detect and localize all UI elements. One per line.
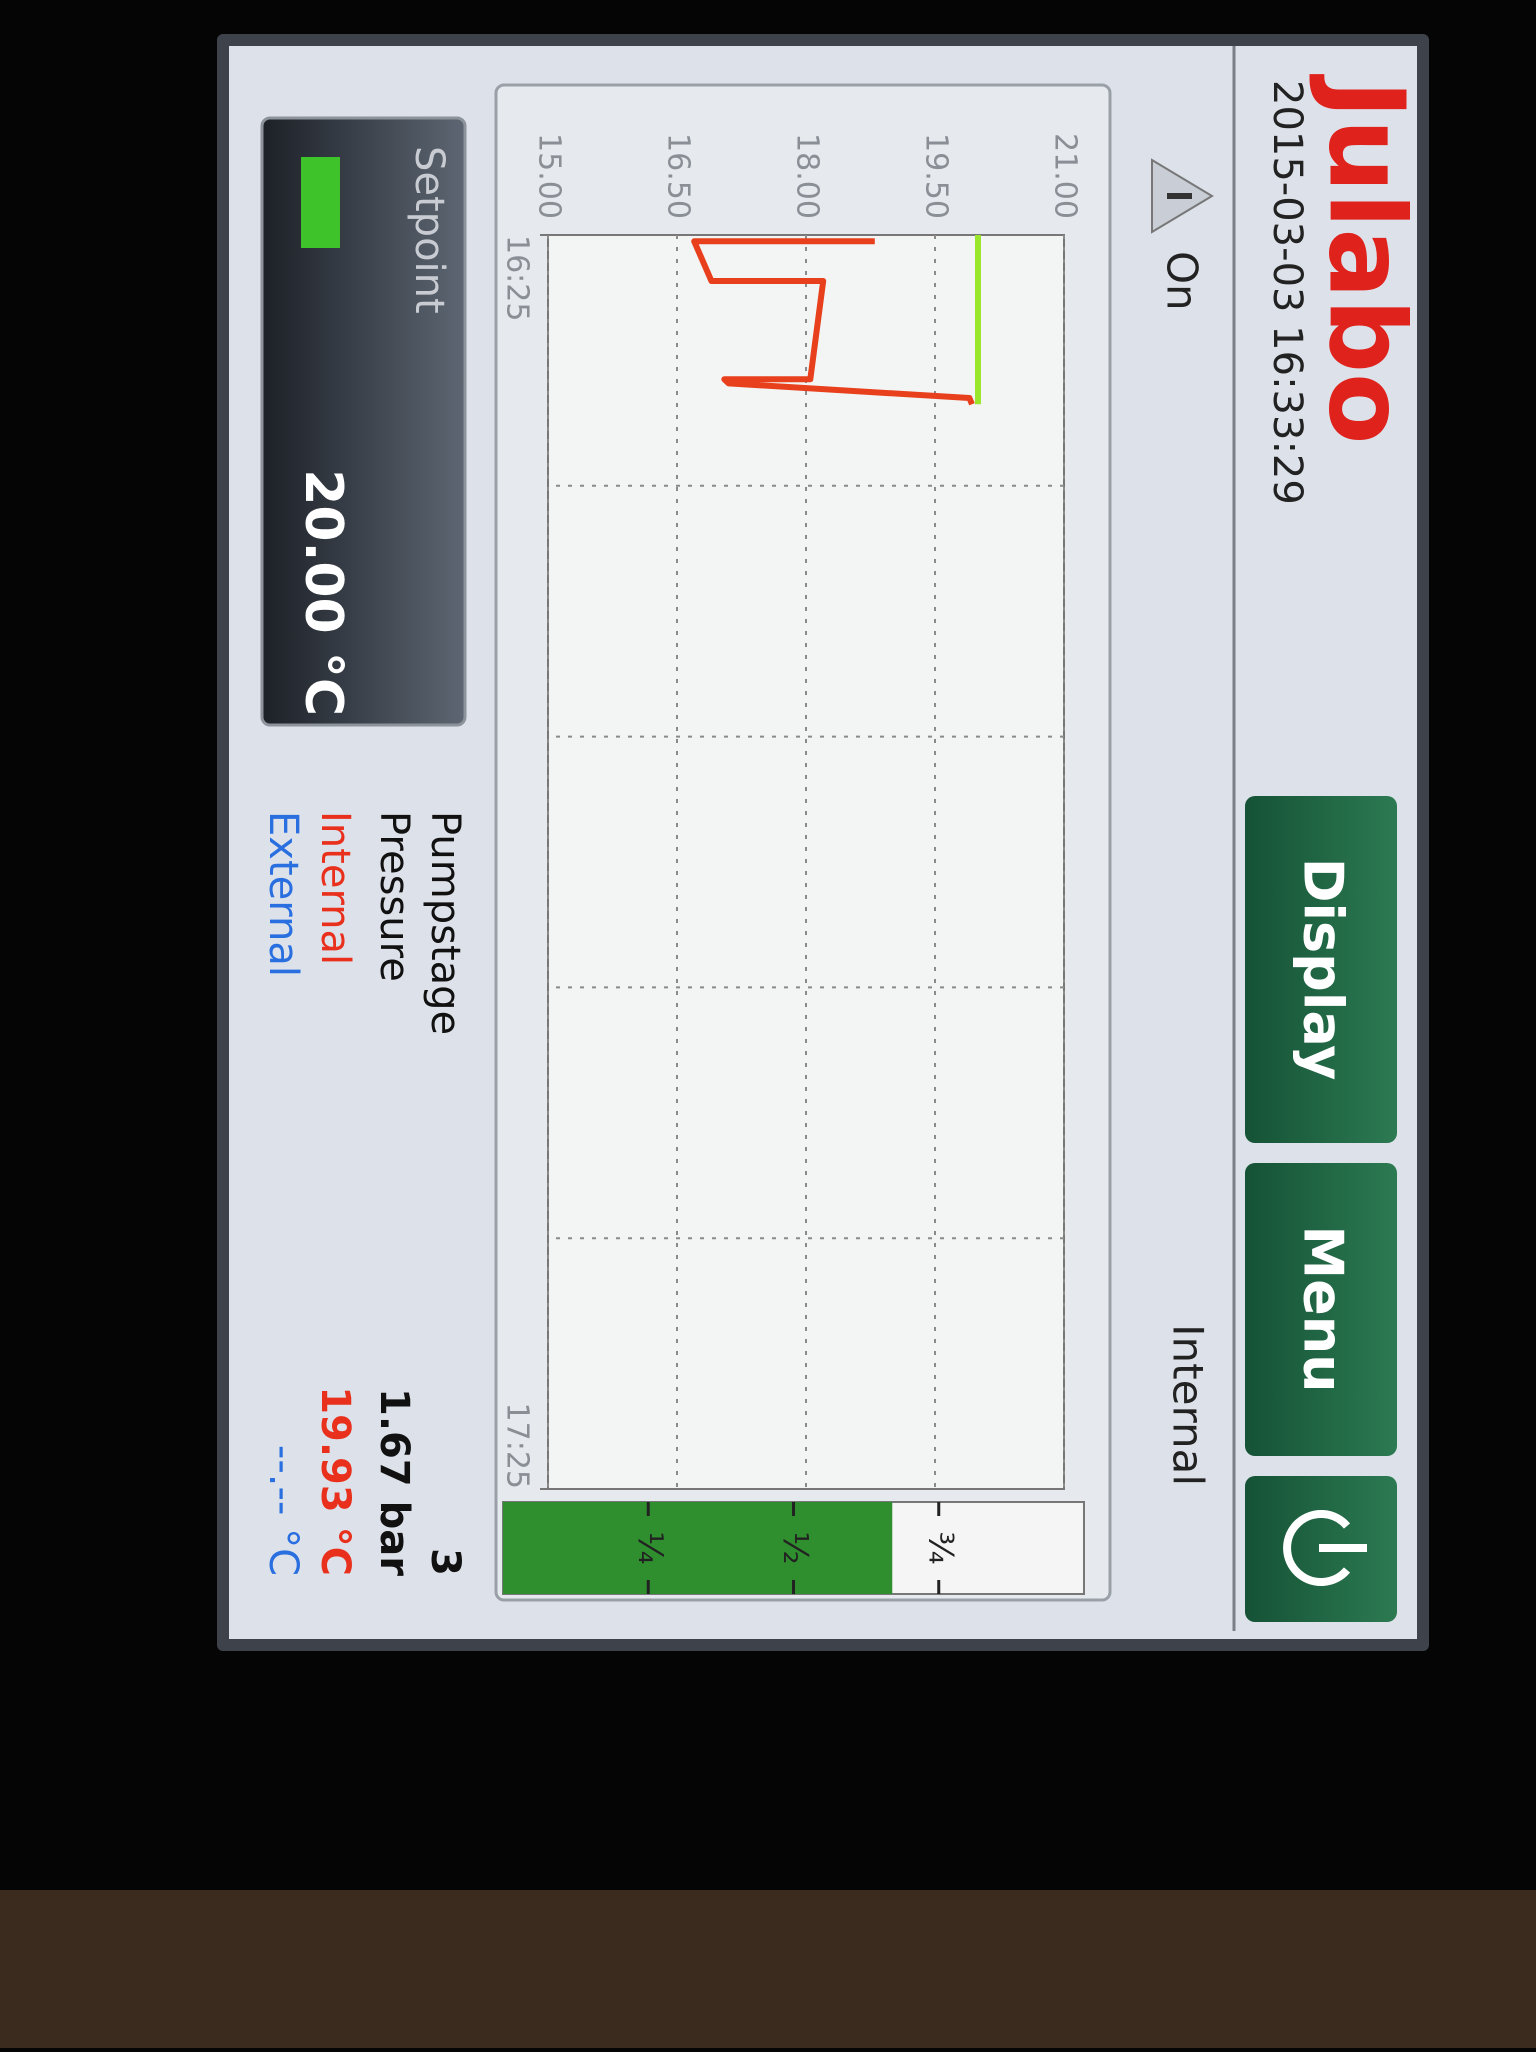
reading-value: 1.67 bar <box>371 1388 417 1576</box>
reading-label: External <box>260 811 306 977</box>
y-tick-label: 21.00 <box>1048 133 1083 219</box>
power-tick-label: ½ <box>775 1532 815 1565</box>
x-tick-label: 16:25 <box>500 235 535 321</box>
power-icon <box>1283 1510 1351 1586</box>
setpoint-swatch <box>301 157 340 248</box>
table-surface <box>0 1890 1536 2048</box>
display-button[interactable] <box>1245 796 1397 1143</box>
series-line <box>691 238 975 406</box>
reading-value: 19.93 °C <box>312 1386 358 1576</box>
power-tick-label: ¾ <box>920 1532 960 1565</box>
device-screen: Julabo 2015-03-03 16:33:29 Display Menu … <box>217 34 1429 1651</box>
setpoint-panel[interactable] <box>260 116 467 727</box>
reading-value: 3 <box>422 1548 468 1576</box>
reading-value: --.-- °C <box>260 1445 306 1576</box>
y-tick-label: 15.00 <box>532 133 567 219</box>
x-tick-label: 17:25 <box>500 1403 535 1489</box>
power-tick-label: ¼ <box>630 1532 670 1565</box>
menu-button[interactable] <box>1245 1163 1397 1456</box>
menu-button-label[interactable]: Menu <box>1291 1225 1354 1392</box>
setpoint-label: Setpoint <box>406 146 452 314</box>
brand-logo: Julabo <box>1306 74 1428 444</box>
datetime: 2015-03-03 16:33:29 <box>1264 80 1310 505</box>
display-button-label[interactable]: Display <box>1291 858 1354 1081</box>
channel: Internal <box>1164 1324 1213 1486</box>
setpoint-value: 20.00 °C <box>293 469 353 716</box>
state: On <box>1158 251 1207 311</box>
y-tick-label: 19.50 <box>919 133 954 219</box>
power-bar <box>503 1502 893 1594</box>
reading-label: Internal <box>312 811 358 965</box>
y-tick-label: 18.00 <box>790 133 825 219</box>
y-tick-label: 16.50 <box>661 133 696 219</box>
reading-label: Pumpstage <box>422 811 468 1035</box>
reading-label: Pressure <box>371 811 417 982</box>
